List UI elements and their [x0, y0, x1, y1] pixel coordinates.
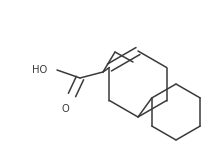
- Text: HO: HO: [32, 65, 47, 75]
- Text: O: O: [61, 104, 69, 114]
